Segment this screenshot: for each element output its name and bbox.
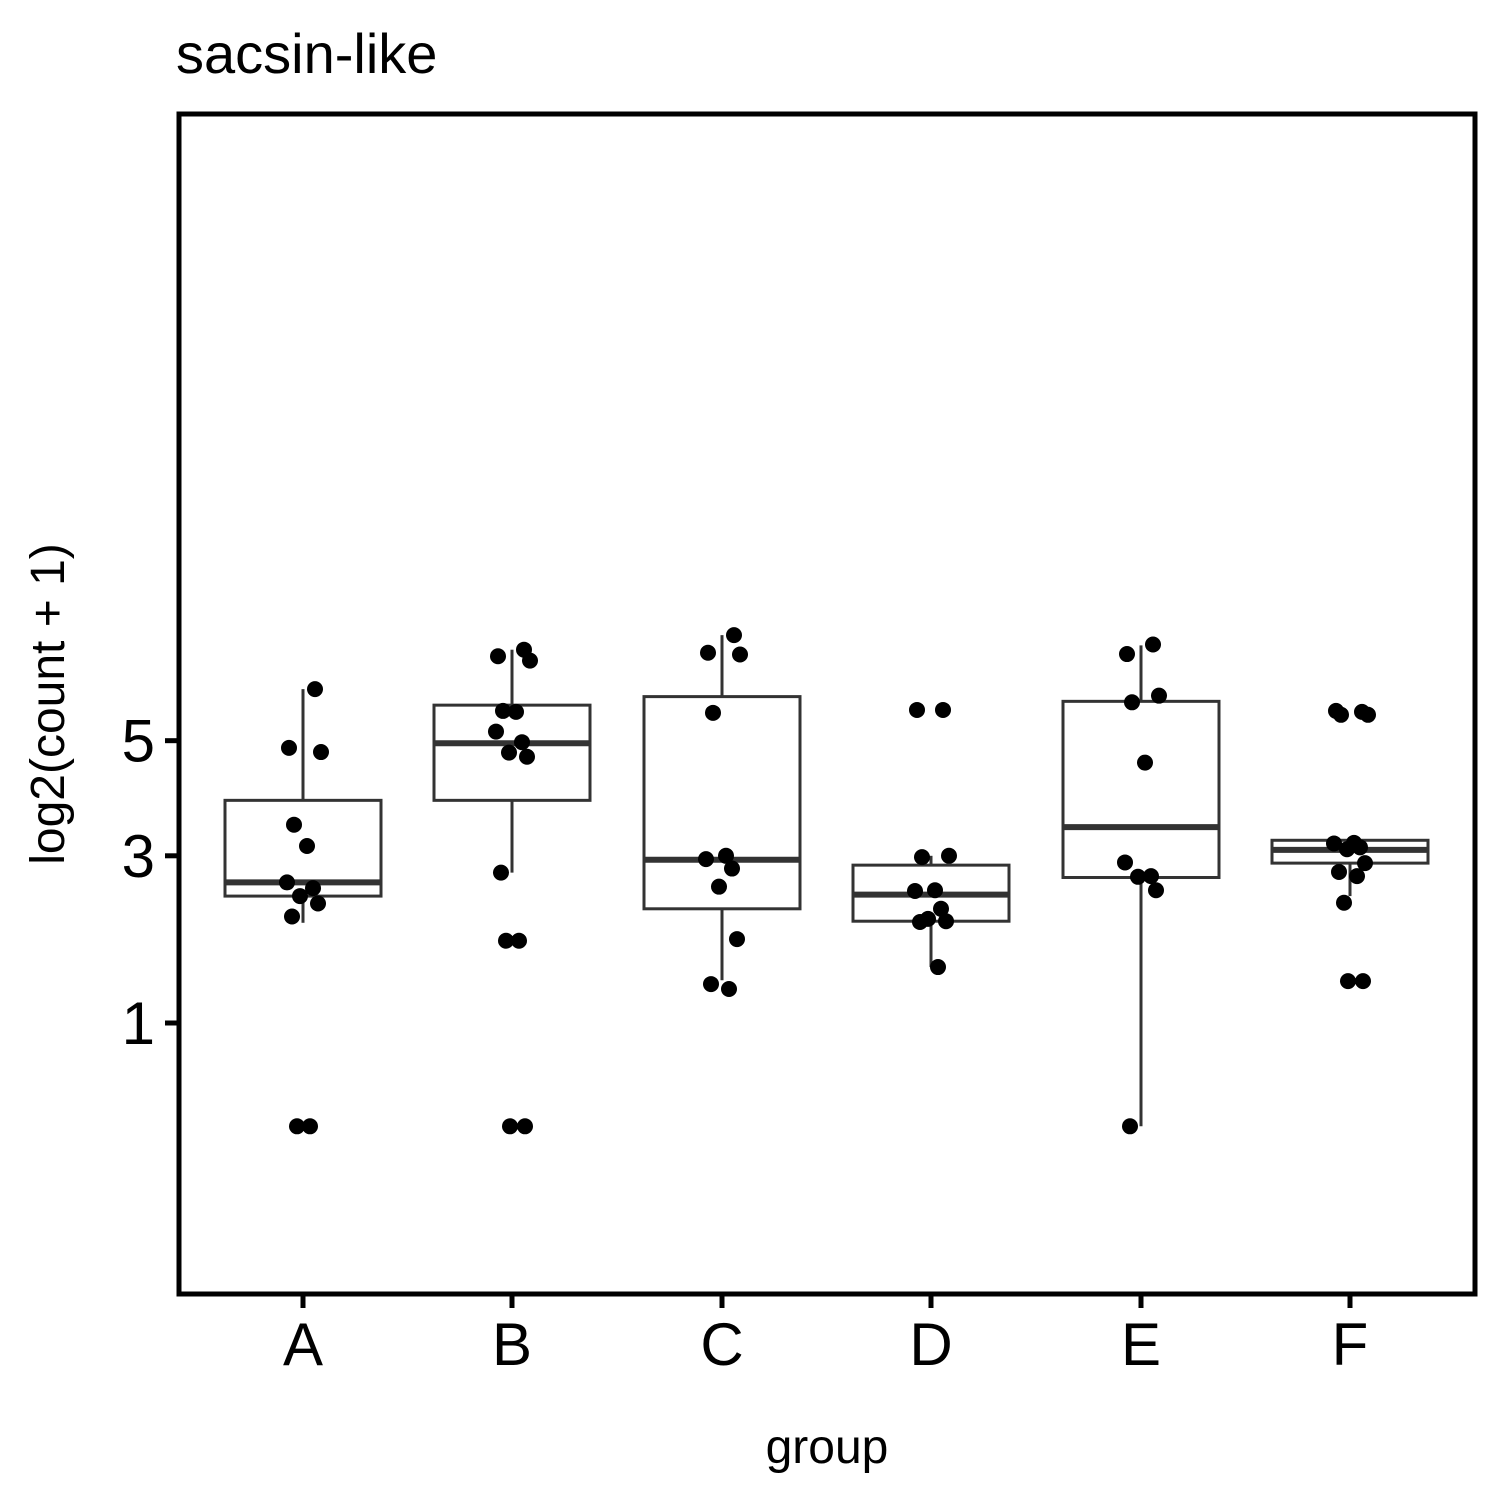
data-point <box>1119 646 1135 663</box>
data-point <box>284 908 300 925</box>
data-point <box>488 723 504 740</box>
data-point <box>313 744 329 761</box>
data-point <box>1355 973 1371 990</box>
data-point <box>307 681 323 698</box>
data-point <box>912 913 928 930</box>
data-point <box>1137 754 1153 771</box>
y-tick-label: 5 <box>122 708 155 775</box>
data-point <box>1360 706 1376 723</box>
data-point <box>310 895 326 912</box>
data-point <box>700 644 716 661</box>
data-point <box>1326 835 1342 852</box>
data-point <box>511 932 527 949</box>
y-tick-label: 3 <box>122 823 155 890</box>
data-point <box>933 900 949 917</box>
data-point <box>705 704 721 721</box>
points-group-d <box>907 701 957 976</box>
x-tick-label: C <box>700 1311 743 1378</box>
box-group-c <box>642 635 802 981</box>
data-point <box>930 959 946 976</box>
data-point <box>517 1118 533 1135</box>
data-point <box>1333 706 1349 723</box>
data-point <box>1352 839 1368 856</box>
data-point <box>1122 1118 1138 1135</box>
x-axis-title: group <box>766 1421 889 1474</box>
x-tick-label: A <box>283 1311 323 1378</box>
data-point <box>292 888 308 905</box>
points-group-c <box>698 627 748 997</box>
data-point <box>1151 687 1167 704</box>
data-point <box>281 739 297 756</box>
data-point <box>299 838 315 855</box>
box-group-d <box>851 855 1011 968</box>
data-point <box>1143 868 1159 885</box>
iqr-box <box>642 695 802 911</box>
data-point <box>1124 694 1140 711</box>
data-point <box>935 701 951 718</box>
data-point <box>732 646 748 663</box>
plot-panel-border <box>176 111 1478 1297</box>
data-point <box>721 980 737 997</box>
data-point <box>495 702 511 719</box>
data-point <box>1117 854 1133 871</box>
data-point <box>703 976 719 993</box>
plot-marks <box>223 627 1430 1135</box>
data-point <box>1145 636 1161 653</box>
box-group-b <box>432 649 592 873</box>
data-point <box>501 744 517 761</box>
x-tick-label: D <box>909 1311 952 1378</box>
data-point <box>286 816 302 833</box>
points-group-b <box>488 641 538 1135</box>
data-point <box>711 878 727 895</box>
box-group-e <box>1061 645 1221 1127</box>
data-point <box>698 851 714 868</box>
data-point <box>1340 973 1356 990</box>
data-point <box>927 882 943 899</box>
points-group-f <box>1326 702 1376 990</box>
x-tick-label: B <box>492 1311 532 1378</box>
y-axis: 1 3 5 <box>122 708 179 1057</box>
x-axis: A B C D E F <box>283 1294 1368 1378</box>
data-point <box>1336 894 1352 911</box>
points-group-e <box>1117 636 1167 1135</box>
data-point <box>909 701 925 718</box>
data-point <box>729 931 745 948</box>
data-point <box>522 652 538 669</box>
data-point <box>941 847 957 864</box>
data-point <box>289 1118 305 1135</box>
data-point <box>726 627 742 644</box>
y-axis-title: log2(count + 1) <box>22 543 75 865</box>
data-point <box>914 849 930 866</box>
data-point <box>1349 868 1365 885</box>
data-point <box>718 847 734 864</box>
box-group-a <box>223 689 383 923</box>
data-point <box>1130 868 1146 885</box>
data-point <box>279 874 295 891</box>
x-tick-label: E <box>1121 1311 1161 1378</box>
data-point <box>508 703 524 720</box>
data-point <box>1339 841 1355 858</box>
x-tick-label: F <box>1332 1311 1369 1378</box>
y-tick-label: 1 <box>122 990 155 1057</box>
iqr-box <box>1061 699 1221 879</box>
data-point <box>502 1118 518 1135</box>
chart-title: sacsin-like <box>176 22 437 85</box>
data-point <box>302 1118 318 1135</box>
data-point <box>498 932 514 949</box>
data-point <box>490 648 506 665</box>
data-point <box>938 913 954 930</box>
data-point <box>514 734 530 751</box>
data-point <box>1357 855 1373 872</box>
points-group-a <box>279 681 329 1135</box>
data-point <box>1148 882 1164 899</box>
data-point <box>1331 863 1347 880</box>
data-point <box>724 860 740 877</box>
data-point <box>493 864 509 881</box>
data-point <box>305 880 321 897</box>
data-point <box>519 748 535 765</box>
data-point <box>907 882 923 899</box>
